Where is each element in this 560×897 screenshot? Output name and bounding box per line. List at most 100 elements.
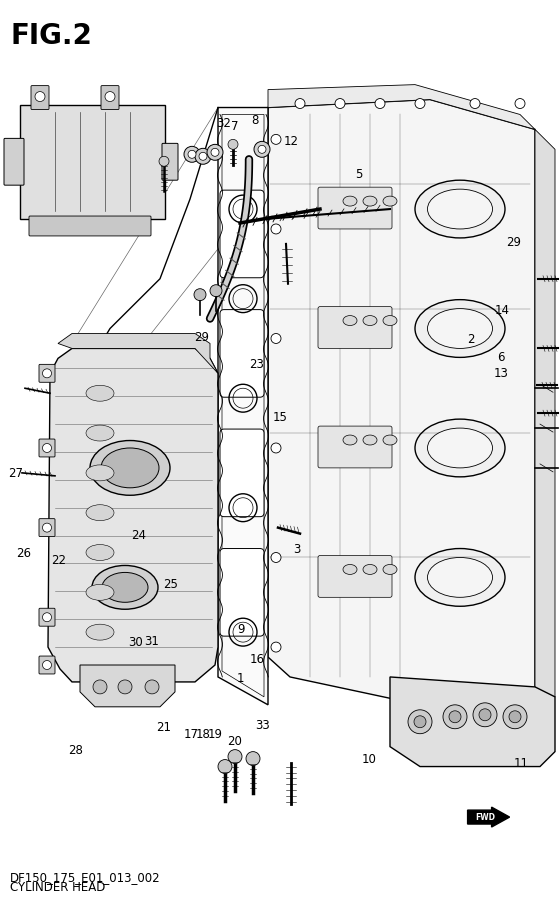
Text: 1: 1 [237,672,245,685]
FancyBboxPatch shape [39,608,55,626]
Polygon shape [48,348,218,682]
Ellipse shape [383,196,397,206]
Text: 6: 6 [497,351,505,363]
Text: 5: 5 [354,168,362,180]
Text: 16: 16 [250,652,265,666]
Ellipse shape [363,564,377,574]
FancyBboxPatch shape [318,426,392,468]
Circle shape [43,369,52,378]
FancyArrow shape [468,807,510,827]
Text: 21: 21 [156,721,171,735]
FancyBboxPatch shape [20,105,165,219]
FancyBboxPatch shape [318,555,392,597]
Circle shape [515,99,525,109]
Ellipse shape [90,440,170,495]
Circle shape [246,752,260,765]
Circle shape [194,289,206,300]
Circle shape [258,145,266,153]
Ellipse shape [343,196,357,206]
Circle shape [271,553,281,562]
Ellipse shape [427,428,492,468]
Text: 20: 20 [227,735,241,748]
Circle shape [184,146,200,162]
Polygon shape [390,677,555,767]
Ellipse shape [383,316,397,326]
Text: 10: 10 [362,753,377,765]
FancyBboxPatch shape [220,429,264,517]
Circle shape [473,703,497,727]
FancyBboxPatch shape [39,656,55,674]
Ellipse shape [343,435,357,445]
Circle shape [408,710,432,734]
Ellipse shape [86,624,114,640]
Polygon shape [268,100,535,707]
Text: 13: 13 [494,367,508,379]
Ellipse shape [415,300,505,357]
Ellipse shape [86,544,114,561]
FancyBboxPatch shape [31,85,49,109]
Ellipse shape [383,435,397,445]
Circle shape [271,443,281,453]
Text: 19: 19 [208,727,222,741]
Ellipse shape [343,316,357,326]
Circle shape [218,760,232,773]
Ellipse shape [415,549,505,606]
Circle shape [228,139,238,149]
Polygon shape [58,334,218,373]
Polygon shape [268,84,535,129]
Circle shape [271,224,281,234]
Circle shape [43,613,52,622]
Circle shape [188,151,196,158]
Circle shape [449,710,461,723]
Circle shape [271,135,281,144]
Ellipse shape [86,505,114,520]
Text: 2: 2 [466,333,474,346]
Text: 29: 29 [194,331,209,344]
Text: 23: 23 [249,358,264,370]
Circle shape [105,91,115,101]
Text: 12: 12 [284,135,298,148]
Polygon shape [80,665,175,707]
FancyBboxPatch shape [220,190,264,278]
Ellipse shape [363,316,377,326]
Text: 22: 22 [52,554,66,567]
Ellipse shape [427,558,492,597]
Circle shape [35,91,45,101]
Ellipse shape [86,584,114,600]
Circle shape [93,680,107,694]
Text: FIG.2: FIG.2 [10,22,92,50]
Text: CYLINDER HEAD: CYLINDER HEAD [10,882,105,894]
Text: 33: 33 [255,718,269,732]
Circle shape [211,148,219,156]
Text: 7: 7 [231,120,239,134]
Text: 26: 26 [16,547,31,560]
Ellipse shape [101,448,159,488]
Ellipse shape [383,564,397,574]
Text: SUZUKI: SUZUKI [143,399,328,530]
Ellipse shape [427,309,492,348]
Ellipse shape [86,425,114,441]
Circle shape [479,709,491,721]
Circle shape [470,99,480,109]
Text: 15: 15 [273,412,287,424]
Ellipse shape [86,386,114,401]
FancyBboxPatch shape [162,144,178,180]
Circle shape [503,705,527,728]
Text: 29: 29 [507,237,521,249]
Ellipse shape [415,180,505,238]
Ellipse shape [363,196,377,206]
Ellipse shape [343,564,357,574]
Ellipse shape [102,572,148,602]
Text: 3: 3 [293,543,301,555]
Circle shape [295,99,305,109]
Text: 24: 24 [132,529,146,543]
Text: 28: 28 [68,744,83,756]
Circle shape [159,156,169,166]
Polygon shape [218,108,268,705]
Ellipse shape [415,419,505,477]
Text: 9: 9 [237,623,245,636]
Text: 17: 17 [184,727,199,741]
Circle shape [335,99,345,109]
Ellipse shape [427,189,492,229]
FancyBboxPatch shape [220,309,264,397]
